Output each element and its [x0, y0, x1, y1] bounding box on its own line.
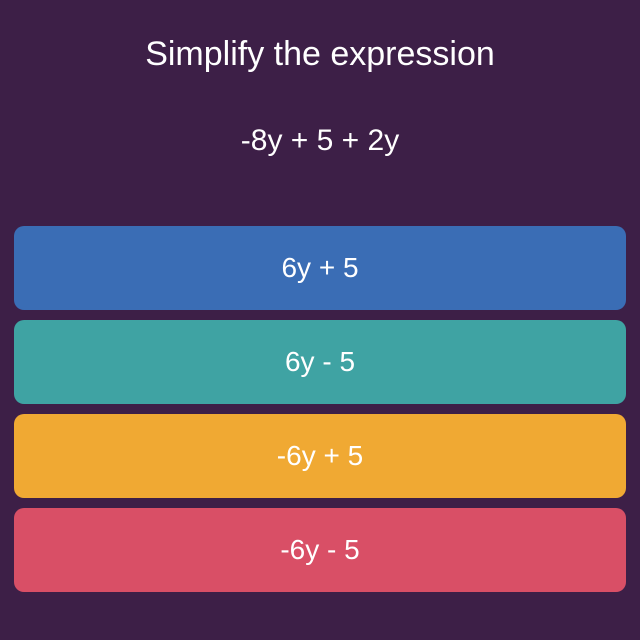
question-area: Simplify the expression -8y + 5 + 2y — [0, 0, 640, 208]
answers-area: 6y + 5 6y - 5 -6y + 5 -6y - 5 — [0, 226, 640, 592]
answer-option-4[interactable]: -6y - 5 — [14, 508, 626, 592]
question-title: Simplify the expression — [20, 35, 620, 74]
answer-option-2[interactable]: 6y - 5 — [14, 320, 626, 404]
question-expression: -8y + 5 + 2y — [20, 124, 620, 158]
answer-option-1[interactable]: 6y + 5 — [14, 226, 626, 310]
answer-option-3[interactable]: -6y + 5 — [14, 414, 626, 498]
